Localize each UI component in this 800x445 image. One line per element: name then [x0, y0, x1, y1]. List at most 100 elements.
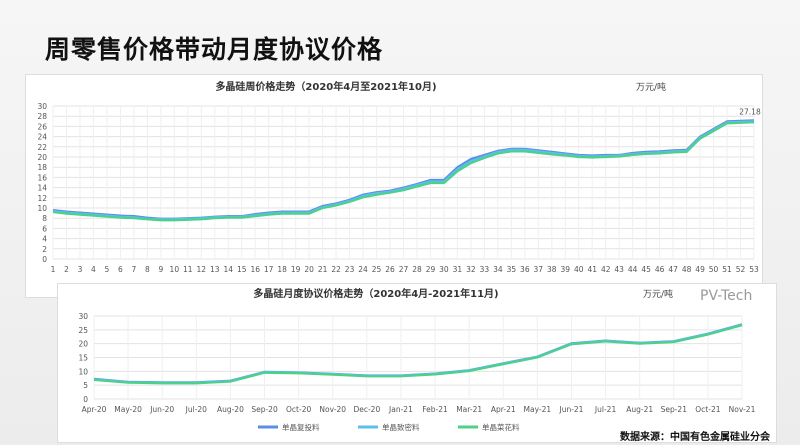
monthly-price-chart: 多晶硅月度协议价格走势（2020年4月-2021年11月) 万元/吨 0 5 10 1…: [57, 283, 777, 443]
x-tick-label: 26: [385, 265, 395, 274]
x-tick-label: 1: [51, 265, 56, 274]
y-tick-label: 5: [83, 381, 88, 390]
weekly-price-chart: 多晶硅周价格走势（2020年4月至2021年10月) 万元/吨 0 2 4 6 8 10 1…: [25, 74, 763, 298]
y-tick-label: 2: [42, 245, 47, 254]
x-tick-label: 15: [237, 265, 247, 274]
y-tick-label: 28: [37, 112, 47, 121]
x-tick-label: 10: [170, 265, 180, 274]
x-tick-label: 50: [709, 265, 719, 274]
x-tick-label: 34: [493, 265, 503, 274]
monthly-chart-title: 多晶硅月度协议价格走势（2020年4月-2021年11月): [253, 287, 498, 300]
x-tick-label: Oct-20: [286, 405, 311, 414]
x-tick-label: 9: [158, 265, 163, 274]
page-title: 周零售价格带动月度协议价格: [45, 35, 384, 64]
x-tick-label: Dec-20: [353, 405, 380, 414]
last-value-label: 27.18: [739, 107, 761, 116]
y-tick-label: 18: [37, 163, 47, 172]
x-tick-label: 29: [426, 265, 436, 274]
x-tick-label: 17: [264, 265, 274, 274]
x-tick-label: 5: [105, 265, 110, 274]
x-tick-label: 53: [749, 265, 759, 274]
x-tick-label: 38: [547, 265, 557, 274]
y-tick-label: 16: [37, 173, 47, 182]
x-tick-label: Jun-20: [149, 405, 174, 414]
x-tick-label: Jul-21: [594, 405, 617, 414]
x-tick-label: 39: [560, 265, 570, 274]
y-tick-label: 25: [78, 326, 88, 335]
x-tick-label: Jun-21: [558, 405, 583, 414]
x-tick-label: 13: [210, 265, 220, 274]
y-tick-label: 15: [78, 354, 88, 363]
x-tick-label: 24: [358, 265, 368, 274]
x-tick-label: Jan-21: [388, 405, 413, 414]
series-line-1: [93, 323, 743, 384]
monthly-chart-unit: 万元/吨: [643, 288, 673, 300]
x-tick-label: Sep-21: [661, 405, 688, 414]
x-tick-label: 31: [453, 265, 463, 274]
x-tick-label: 48: [682, 265, 692, 274]
x-tick-label: 19: [291, 265, 301, 274]
x-tick-label: 32: [466, 265, 476, 274]
y-tick-label: 12: [37, 194, 47, 203]
x-tick-label: 47: [668, 265, 678, 274]
x-tick-label: Aug-21: [626, 405, 653, 414]
data-source: 数据来源：中国有色金属硅业分会: [620, 432, 770, 443]
x-tick-label: 41: [587, 265, 597, 274]
y-tick-label: 24: [37, 133, 47, 142]
y-tick-label: 26: [37, 122, 47, 131]
y-tick-label: 30: [78, 312, 88, 321]
weekly-chart-svg: 多晶硅周价格走势（2020年4月至2021年10月) 万元/吨 02468101…: [37, 80, 761, 274]
watermark: PV-Tech: [700, 288, 753, 304]
x-tick-label: 23: [345, 265, 355, 274]
x-tick-label: 35: [507, 265, 517, 274]
x-tick-label: 28: [412, 265, 422, 274]
series-line-2: [93, 324, 743, 385]
y-tick-label: 30: [37, 102, 47, 111]
series-line-2: [52, 121, 755, 222]
x-tick-label: 30: [439, 265, 449, 274]
legend-label: 单晶复投料: [282, 422, 320, 432]
x-tick-label: Mar-21: [456, 405, 482, 414]
x-tick-label: Apr-20: [82, 405, 107, 414]
x-tick-label: 20: [304, 265, 314, 274]
weekly-chart-unit: 万元/吨: [636, 81, 666, 93]
x-tick-label: Nov-20: [319, 405, 346, 414]
x-tick-label: 42: [601, 265, 611, 274]
x-tick-label: 3: [78, 265, 83, 274]
x-tick-label: Aug-20: [217, 405, 244, 414]
x-tick-label: 33: [480, 265, 490, 274]
x-tick-label: 37: [534, 265, 544, 274]
x-tick-label: 2: [64, 265, 69, 274]
x-tick-label: 27: [399, 265, 409, 274]
x-tick-label: 18: [277, 265, 287, 274]
x-tick-label: 46: [655, 265, 665, 274]
series-line-0: [93, 323, 743, 384]
y-tick-label: 10: [37, 204, 47, 213]
x-tick-label: 6: [118, 265, 123, 274]
x-tick-label: 52: [736, 265, 746, 274]
x-tick-label: 12: [197, 265, 207, 274]
y-tick-label: 22: [37, 143, 47, 152]
x-tick-label: 43: [614, 265, 624, 274]
x-tick-label: Feb-21: [422, 405, 448, 414]
y-tick-label: 20: [78, 340, 88, 349]
y-tick-label: 0: [83, 395, 88, 404]
x-tick-label: 36: [520, 265, 530, 274]
y-tick-label: 14: [37, 184, 47, 193]
x-tick-label: 14: [223, 265, 233, 274]
legend-label: 单晶菜花料: [482, 422, 520, 432]
monthly-chart-svg: 多晶硅月度协议价格走势（2020年4月-2021年11月) 万元/吨 0 5 10 1…: [78, 287, 755, 432]
x-tick-label: 21: [318, 265, 328, 274]
x-tick-label: 45: [641, 265, 651, 274]
y-tick-label: 10: [78, 367, 88, 376]
x-tick-label: May-21: [524, 405, 552, 414]
x-tick-label: May-20: [114, 405, 142, 414]
x-tick-label: Apr-21: [491, 405, 516, 414]
x-tick-label: 8: [145, 265, 150, 274]
y-tick-label: 0: [42, 255, 47, 264]
x-tick-label: 22: [331, 265, 341, 274]
x-tick-label: 40: [574, 265, 584, 274]
x-tick-label: 11: [183, 265, 193, 274]
x-tick-label: Jul-20: [185, 405, 208, 414]
y-tick-label: 6: [42, 224, 47, 233]
